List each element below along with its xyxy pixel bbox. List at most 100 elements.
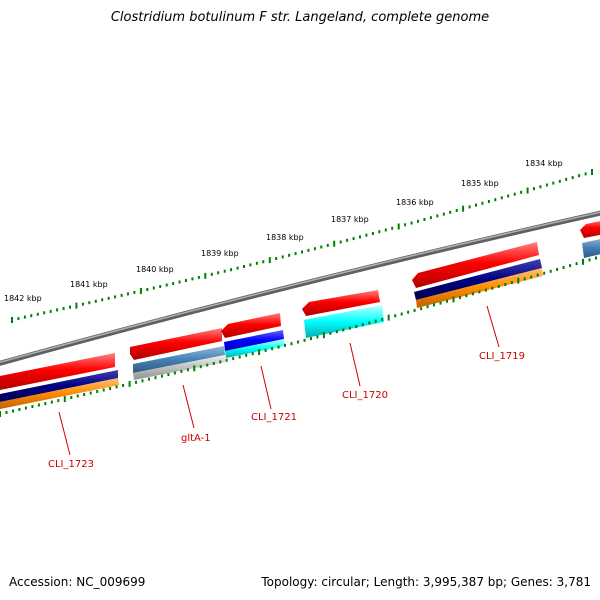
minor-tick — [18, 408, 21, 411]
minor-tick — [89, 391, 92, 395]
gene-arrow — [221, 313, 281, 338]
gene-labels: CLI_1723 gltA-1 CLI_1721 CLI_1720 CLI_17… — [48, 351, 525, 470]
minor-tick — [335, 330, 338, 334]
cds-bar — [133, 346, 225, 373]
gene-label: CLI_1720 — [342, 390, 388, 401]
minor-tick — [359, 235, 361, 239]
cds-bar — [582, 239, 600, 258]
minor-tick — [446, 299, 448, 303]
inner-tick-ring — [0, 256, 597, 417]
major-tick — [193, 365, 196, 372]
minor-tick — [326, 243, 329, 247]
minor-tick — [271, 347, 274, 351]
major-tick — [582, 258, 584, 265]
minor-tick — [133, 290, 136, 294]
minor-tick — [148, 377, 150, 381]
leader-line — [260, 365, 272, 410]
minor-tick — [49, 309, 52, 313]
minor-tick — [70, 396, 73, 399]
minor-tick — [381, 317, 384, 321]
minor-tick — [69, 305, 71, 309]
minor-tick — [159, 285, 162, 288]
minor-tick — [277, 345, 280, 349]
genome-backbone-highlight — [0, 211, 600, 364]
minor-tick — [167, 373, 170, 377]
minor-tick — [543, 271, 546, 275]
minor-tick — [575, 262, 578, 266]
minor-tick — [186, 368, 189, 372]
major-tick — [63, 396, 66, 403]
minor-tick — [404, 223, 407, 227]
minor-tick — [249, 263, 252, 267]
major-tick — [204, 272, 207, 279]
minor-tick — [122, 383, 125, 387]
minor-tick — [442, 212, 445, 216]
minor-tick — [36, 312, 39, 316]
gene-leader-lines — [58, 305, 500, 456]
minor-tick — [30, 314, 33, 318]
minor-tick — [339, 240, 342, 244]
minor-tick — [310, 337, 312, 341]
minor-tick — [173, 371, 176, 375]
major-tick — [387, 314, 390, 321]
minor-tick — [264, 348, 267, 352]
minor-tick — [459, 296, 461, 300]
cds-bar — [414, 259, 542, 300]
minor-tick — [420, 307, 423, 311]
minor-tick — [114, 295, 117, 299]
minor-tick — [475, 203, 477, 207]
minor-tick — [549, 269, 552, 273]
minor-tick — [478, 290, 481, 294]
minor-tick — [185, 279, 187, 282]
minor-tick — [569, 264, 572, 268]
scale-label: 1837 kbp — [331, 215, 369, 224]
gene-label: CLI_1719 — [479, 351, 525, 362]
minor-tick — [24, 406, 27, 410]
cds-bar — [304, 305, 384, 338]
minor-tick — [429, 216, 432, 220]
scale-label: 1834 kbp — [525, 159, 563, 168]
minor-tick — [455, 209, 458, 212]
minor-tick — [320, 245, 323, 249]
minor-tick — [232, 357, 235, 361]
minor-tick — [487, 200, 490, 203]
minor-tick — [500, 196, 503, 200]
minor-tick — [552, 181, 555, 185]
major-tick — [452, 296, 455, 303]
minor-tick — [101, 298, 104, 302]
minor-tick — [146, 288, 149, 291]
gene-label: gltA-1 — [181, 433, 211, 444]
minor-tick — [199, 365, 202, 369]
minor-tick — [62, 307, 65, 310]
outer-tick-ring — [11, 169, 593, 323]
minor-tick — [510, 281, 513, 285]
cds-bar — [225, 339, 285, 358]
minor-tick — [236, 266, 239, 270]
minor-tick — [545, 183, 548, 187]
major-tick — [128, 380, 131, 387]
cds-bar — [133, 355, 226, 380]
minor-tick — [374, 319, 377, 323]
major-tick — [591, 169, 593, 175]
scale-label: 1838 kbp — [266, 233, 304, 242]
gene-arrow — [412, 242, 539, 288]
leader-line — [486, 305, 500, 348]
minor-tick — [290, 342, 293, 346]
minor-tick — [152, 286, 155, 290]
minor-tick — [468, 205, 471, 209]
minor-tick — [507, 194, 510, 198]
minor-tick — [497, 284, 500, 288]
minor-tick — [536, 273, 539, 277]
minor-tick — [301, 250, 303, 254]
minor-tick — [44, 402, 47, 406]
major-tick — [258, 349, 261, 355]
minor-tick — [50, 400, 53, 404]
minor-tick — [394, 314, 397, 318]
minor-tick — [371, 232, 374, 235]
minor-tick — [439, 301, 442, 305]
minor-tick — [303, 338, 306, 342]
minor-tick — [400, 312, 403, 316]
minor-tick — [313, 247, 316, 251]
minor-tick — [595, 256, 597, 260]
